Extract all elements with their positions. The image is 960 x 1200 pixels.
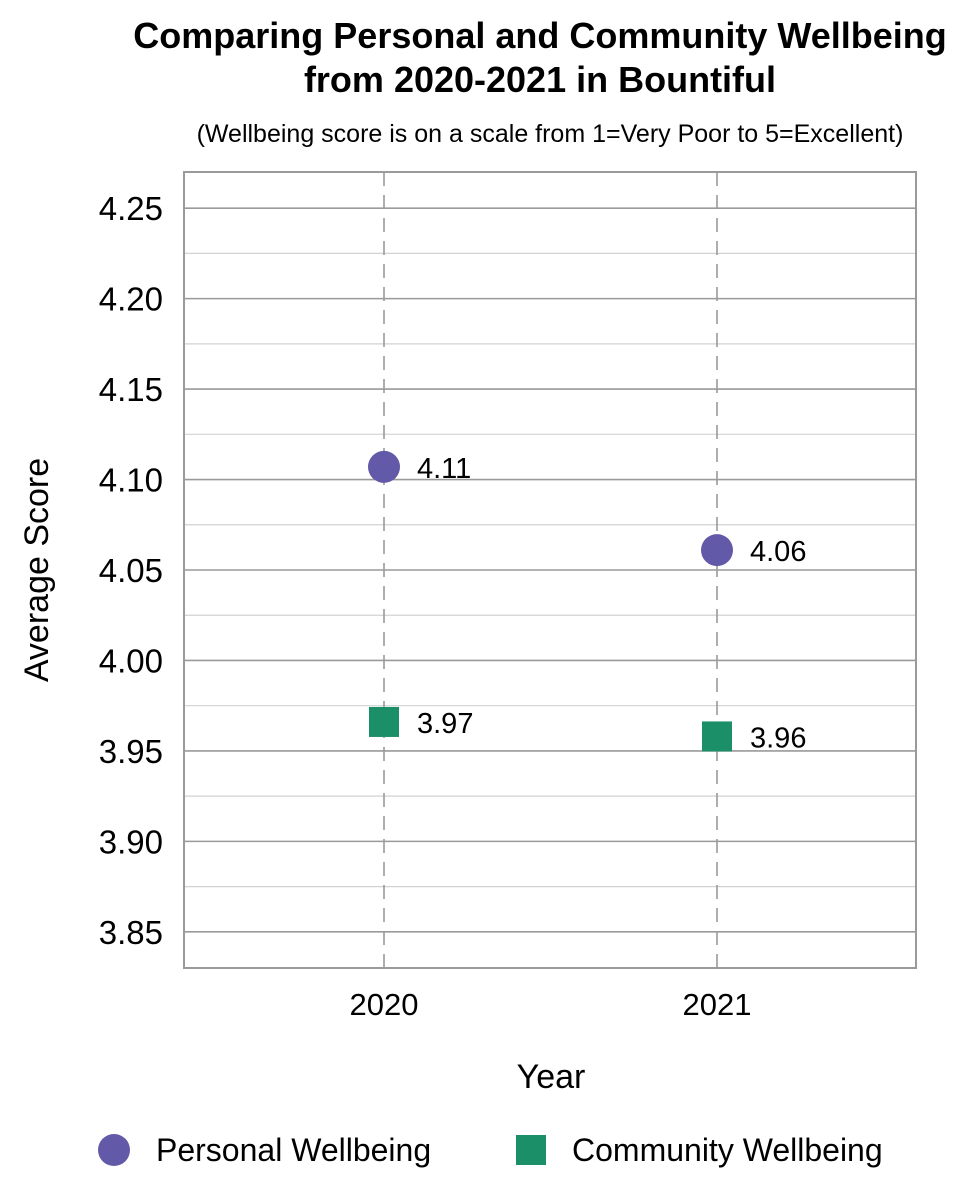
chart-title-line1: Comparing Personal and Community Wellbei…	[133, 15, 947, 56]
legend-square-marker	[516, 1135, 546, 1165]
x-axis-label: Year	[517, 1058, 586, 1096]
data-point-circle	[368, 450, 400, 483]
x-tick-label: 2020	[350, 987, 419, 1022]
y-tick-label: 4.00	[99, 642, 163, 679]
data-point-square	[369, 706, 399, 737]
data-label: 3.96	[750, 722, 806, 754]
y-tick-label: 3.90	[99, 823, 163, 860]
legend-label-personal-wellbeing: Personal Wellbeing	[156, 1131, 432, 1168]
legend-label-community-wellbeing: Community Wellbeing	[572, 1131, 883, 1168]
y-tick-label: 4.10	[99, 462, 163, 499]
data-point-circle	[701, 534, 733, 567]
data-label: 3.97	[417, 708, 473, 740]
y-tick-label: 3.85	[99, 914, 163, 951]
y-tick-label: 4.20	[99, 281, 163, 318]
data-label: 4.06	[750, 536, 806, 568]
y-axis-label: Average Score	[18, 458, 56, 682]
plot-border	[183, 171, 917, 969]
chart-title-line2: from 2020-2021 in Bountiful	[303, 59, 777, 100]
data-label: 4.11	[417, 453, 471, 485]
data-point-square	[702, 721, 732, 752]
y-tick-label: 3.95	[99, 733, 163, 770]
y-tick-label: 4.15	[99, 371, 163, 408]
legend-circle-marker	[98, 1134, 130, 1166]
y-tick-label: 4.05	[99, 552, 163, 589]
scatter-chart: 3.85 3.90 3.95 4.00 4.05 4.10 4.15 4.20 4.25 2020…	[18, 171, 917, 1096]
y-tick-label: 4.25	[99, 190, 163, 227]
chart-subtitle: (Wellbeing score is on a scale from 1=Ve…	[196, 120, 904, 148]
chart-legend: Personal Wellbeing Community Wellbeing	[0, 1128, 960, 1172]
x-tick-label: 2021	[683, 987, 752, 1022]
legend-item-community-wellbeing: Community Wellbeing	[516, 1128, 883, 1172]
legend-item-personal-wellbeing: Personal Wellbeing	[98, 1128, 431, 1172]
